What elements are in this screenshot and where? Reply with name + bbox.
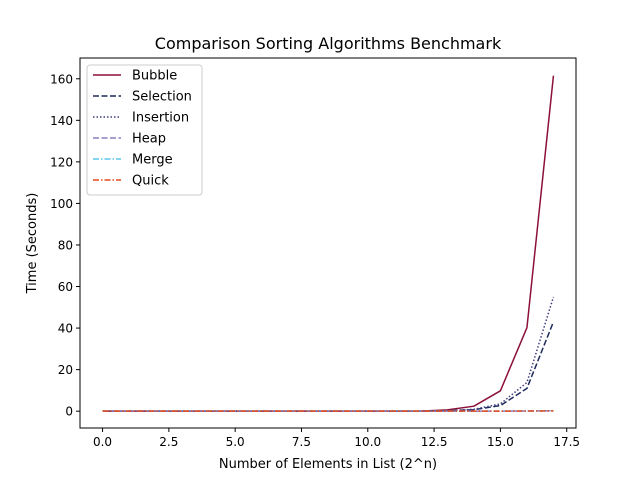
y-tick-label: 20 xyxy=(58,363,73,377)
x-tick-label: 7.5 xyxy=(292,435,311,449)
y-tick-label: 160 xyxy=(50,72,73,86)
legend-label-merge: Merge xyxy=(132,153,173,168)
x-axis-label: Number of Elements in List (2^n) xyxy=(219,457,437,472)
series-line-insertion xyxy=(103,297,554,411)
y-tick-label: 0 xyxy=(65,405,73,419)
x-tick-label: 5.0 xyxy=(226,435,245,449)
x-tick-label: 15.0 xyxy=(487,435,514,449)
y-tick-label: 120 xyxy=(50,155,73,169)
legend-label-heap: Heap xyxy=(132,132,166,147)
legend: Bubble Selection Insertion Heap Merge Quick xyxy=(87,65,202,195)
y-tick-label: 100 xyxy=(50,197,73,211)
x-axis-ticks: 0.0 2.5 5.0 7.5 10.0 12.5 15.0 17.5 xyxy=(93,428,580,449)
legend-label-quick: Quick xyxy=(132,174,169,189)
legend-label-selection: Selection xyxy=(132,90,192,105)
series-line-selection xyxy=(103,322,554,411)
x-tick-label: 12.5 xyxy=(421,435,448,449)
legend-label-insertion: Insertion xyxy=(132,111,189,126)
x-tick-label: 10.0 xyxy=(354,435,381,449)
x-tick-label: 17.5 xyxy=(553,435,580,449)
y-axis-ticks: 0 20 40 60 80 100 120 140 160 xyxy=(50,72,80,418)
y-tick-label: 40 xyxy=(58,322,73,336)
chart-title: Comparison Sorting Algorithms Benchmark xyxy=(155,34,502,53)
y-axis-label: Time (Seconds) xyxy=(25,193,40,295)
x-tick-label: 2.5 xyxy=(159,435,178,449)
y-tick-label: 140 xyxy=(50,114,73,128)
y-tick-label: 80 xyxy=(58,238,73,252)
legend-label-bubble: Bubble xyxy=(132,69,177,84)
x-tick-label: 0.0 xyxy=(93,435,112,449)
y-tick-label: 60 xyxy=(58,280,73,294)
